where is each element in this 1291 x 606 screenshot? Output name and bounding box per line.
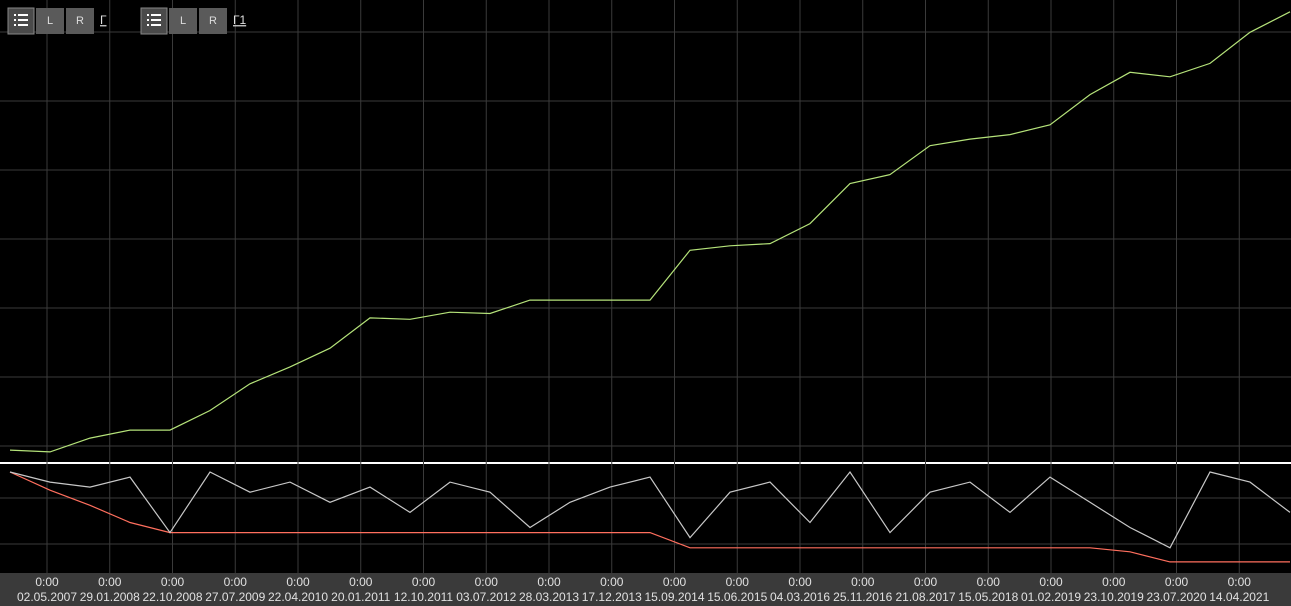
x-date-label: 15.09.2014 <box>644 590 704 604</box>
oscillator-line <box>9 470 1291 549</box>
grid <box>0 0 1291 573</box>
x-date-label: 21.08.2017 <box>895 590 955 604</box>
icon-bar <box>18 24 28 26</box>
x-date-label: 14.04.2021 <box>1209 590 1269 604</box>
icon-dot <box>14 14 16 16</box>
toolbar-button[interactable]: L <box>169 8 197 34</box>
toolbar-link[interactable]: Г <box>100 13 107 27</box>
x-date-label: 27.07.2009 <box>205 590 265 604</box>
icon-dot <box>147 24 149 26</box>
toolbar-button[interactable]: L <box>36 8 64 34</box>
icon-dot <box>14 19 16 21</box>
x-time-label: 0:00 <box>1039 575 1063 589</box>
x-date-label: 28.03.2013 <box>519 590 579 604</box>
x-time-label: 0:00 <box>726 575 750 589</box>
button-label: R <box>209 15 217 27</box>
icon-dot <box>147 14 149 16</box>
x-time-label: 0:00 <box>35 575 59 589</box>
x-date-label: 23.07.2020 <box>1146 590 1206 604</box>
icon-dot <box>14 24 16 26</box>
x-time-label: 0:00 <box>914 575 938 589</box>
x-date-label: 15.05.2018 <box>958 590 1018 604</box>
toolbar-button[interactable]: R <box>66 8 94 34</box>
icon-bar <box>151 19 161 21</box>
icon-bar <box>151 24 161 26</box>
button-label: R <box>76 15 84 27</box>
x-time-label: 0:00 <box>977 575 1001 589</box>
toolbar: L R Г L R Г1 <box>7 7 246 35</box>
x-date-label: 20.01.2011 <box>331 590 390 604</box>
x-date-label: 22.10.2008 <box>142 590 202 604</box>
x-time-label: 0:00 <box>851 575 875 589</box>
button-bg <box>199 8 227 34</box>
x-axis-bar <box>0 573 1291 606</box>
button-bg <box>36 8 64 34</box>
x-time-label: 0:00 <box>349 575 373 589</box>
x-time-label: 0:00 <box>161 575 185 589</box>
x-date-label: 22.04.2010 <box>268 590 328 604</box>
x-time-label: 0:00 <box>1228 575 1252 589</box>
x-time-label: 0:00 <box>788 575 812 589</box>
x-date-label: 04.03.2016 <box>770 590 830 604</box>
toolbar-button[interactable]: R <box>199 8 227 34</box>
x-time-label: 0:00 <box>286 575 310 589</box>
x-date-label: 23.10.2019 <box>1084 590 1144 604</box>
icon-bar <box>18 19 28 21</box>
list-button[interactable] <box>7 7 35 35</box>
button-label: L <box>47 15 53 27</box>
x-time-label: 0:00 <box>475 575 499 589</box>
list-button[interactable] <box>140 7 168 35</box>
icon-dot <box>147 19 149 21</box>
drawdown-line <box>9 471 1290 563</box>
x-date-label: 17.12.2013 <box>582 590 642 604</box>
x-date-label: 02.05.2007 <box>17 590 77 604</box>
x-time-label: 0:00 <box>663 575 687 589</box>
x-time-label: 0:00 <box>600 575 624 589</box>
x-time-label: 0:00 <box>98 575 122 589</box>
x-time-label: 0:00 <box>1165 575 1189 589</box>
x-date-label: 01.02.2019 <box>1021 590 1081 604</box>
equity-line <box>9 11 1291 453</box>
x-time-label: 0:00 <box>537 575 561 589</box>
icon-bar <box>18 14 28 16</box>
button-bg <box>169 8 197 34</box>
x-date-label: 15.06.2015 <box>707 590 767 604</box>
x-time-label: 0:00 <box>224 575 248 589</box>
x-time-label: 0:00 <box>1102 575 1126 589</box>
icon-bar <box>151 14 161 16</box>
x-date-label: 29.01.2008 <box>80 590 140 604</box>
x-date-label: 12.10.2011 <box>394 590 453 604</box>
x-date-label: 25.11.2016 <box>833 590 892 604</box>
x-date-label: 03.07.2012 <box>456 590 516 604</box>
toolbar-link[interactable]: Г1 <box>233 13 246 27</box>
button-label: L <box>180 15 186 27</box>
x-time-label: 0:00 <box>412 575 436 589</box>
button-bg <box>66 8 94 34</box>
